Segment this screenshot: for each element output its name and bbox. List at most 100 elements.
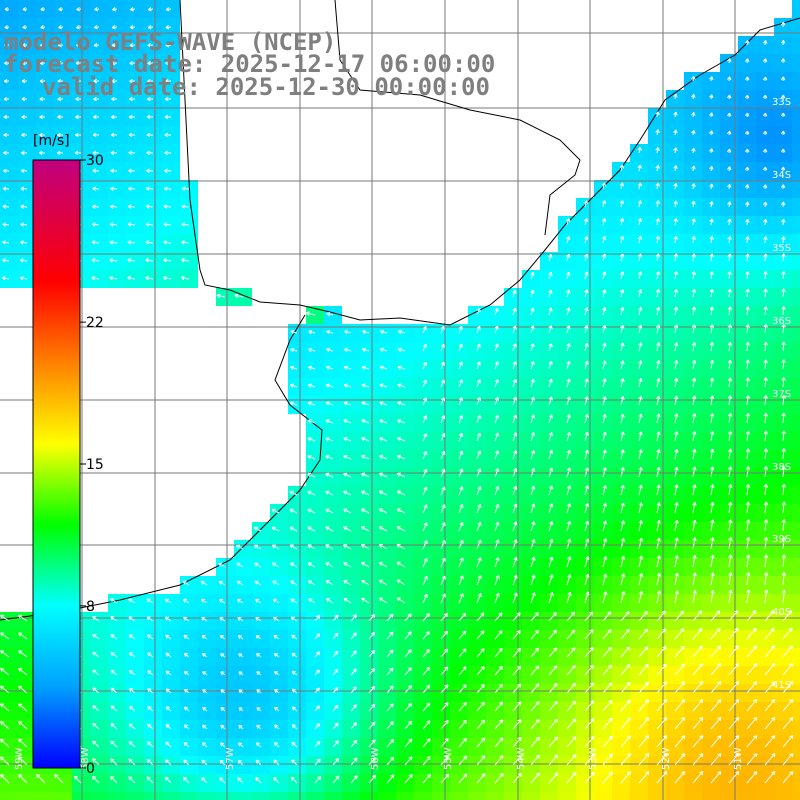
- wind-arrow: [727, 218, 732, 226]
- wind-arrow: [127, 204, 136, 209]
- wind-arrow: [691, 183, 696, 190]
- wind-arrow: [602, 449, 607, 460]
- wind-arrow: [40, 42, 46, 48]
- wind-arrow: [326, 347, 334, 353]
- wind-arrow: [422, 486, 428, 496]
- wind-arrow: [638, 360, 643, 370]
- wind-arrow: [216, 293, 226, 299]
- wind-arrow: [94, 24, 100, 30]
- field-cell: [522, 792, 540, 800]
- wind-arrow: [727, 448, 733, 460]
- wind-arrow: [548, 414, 553, 424]
- wind-arrow: [566, 431, 571, 442]
- wind-arrow: [638, 502, 643, 514]
- wind-arrow: [361, 383, 370, 388]
- wind-arrow: [566, 360, 571, 370]
- wind-arrow: [422, 361, 427, 370]
- wind-arrow: [91, 222, 100, 227]
- wind-arrow: [129, 96, 136, 102]
- wind-arrow: [674, 431, 679, 442]
- wind-arrow: [75, 78, 82, 84]
- wind-arrow: [745, 359, 751, 370]
- field-cell: [792, 270, 800, 288]
- coastline-west: [0, 314, 323, 621]
- wind-arrow: [745, 466, 751, 478]
- wind-arrow: [4, 24, 10, 30]
- wind-arrow: [440, 432, 446, 442]
- colorbar-tick-label: 8: [86, 599, 95, 615]
- wind-arrow: [727, 324, 733, 334]
- wind-arrow: [109, 258, 118, 263]
- wind-arrow: [494, 503, 500, 514]
- wind-arrow: [744, 130, 750, 136]
- wind-arrow: [584, 253, 589, 262]
- wind-arrow: [602, 485, 607, 496]
- wind-arrow: [147, 7, 154, 12]
- wind-arrow: [476, 432, 482, 442]
- wind-arrow: [691, 271, 697, 280]
- wind-arrow: [3, 150, 10, 156]
- wind-arrow: [673, 129, 678, 136]
- wind-arrow: [709, 359, 715, 370]
- wind-arrow: [56, 150, 64, 156]
- wind-arrow: [619, 253, 625, 262]
- wind-arrow: [656, 395, 661, 406]
- wind-arrow: [584, 485, 590, 496]
- wind-arrow: [91, 258, 100, 263]
- field-cell: [432, 792, 450, 800]
- wind-arrow: [290, 347, 298, 353]
- wind-arrow: [583, 235, 589, 244]
- wind-arrow: [91, 240, 100, 245]
- wind-arrow: [308, 329, 316, 335]
- wind-arrow: [57, 60, 64, 66]
- wind-arrow: [494, 343, 499, 352]
- wind-arrow: [145, 275, 154, 281]
- wind-arrow: [3, 132, 10, 138]
- wind-arrow: [655, 235, 661, 244]
- wind-arrow: [325, 454, 334, 460]
- wind-arrow: [548, 449, 554, 460]
- wind-arrow: [111, 25, 118, 30]
- wind-arrow: [458, 450, 464, 460]
- wind-arrow: [709, 324, 715, 334]
- wind-arrow: [727, 466, 733, 478]
- wind-arrow: [440, 504, 446, 514]
- wind-arrow: [234, 293, 244, 298]
- wind-arrow: [584, 271, 589, 280]
- wind-arrow: [709, 413, 715, 424]
- wind-arrow: [637, 271, 643, 280]
- wind-arrow: [397, 365, 406, 370]
- wind-arrow: [74, 150, 82, 156]
- wind-arrow: [656, 360, 661, 370]
- wind-arrow: [655, 288, 661, 298]
- wind-arrow: [781, 483, 787, 496]
- wind-arrow: [780, 130, 786, 136]
- wind-arrow: [710, 484, 715, 496]
- wind-arrow: [656, 342, 661, 352]
- wind-arrow: [163, 275, 172, 281]
- field-cell: [342, 792, 360, 800]
- wind-arrow: [762, 130, 768, 136]
- wind-arrow: [620, 449, 625, 460]
- wind-arrow: [307, 419, 316, 424]
- wind-arrow: [397, 347, 406, 352]
- wind-arrow: [566, 253, 571, 262]
- wind-arrow: [709, 377, 715, 388]
- wind-arrow: [343, 437, 352, 442]
- wind-arrow: [109, 275, 118, 281]
- wind-arrow: [396, 472, 406, 478]
- wind-arrow: [181, 222, 190, 227]
- wind-arrow: [458, 414, 464, 424]
- wind-arrow: [2, 258, 10, 263]
- wind-arrow: [762, 58, 768, 64]
- wind-arrow: [727, 236, 732, 244]
- wind-arrow: [727, 430, 733, 442]
- field-cell: [792, 648, 800, 666]
- wind-arrow: [745, 448, 751, 460]
- wind-arrow: [130, 7, 136, 12]
- wind-arrow: [58, 6, 64, 12]
- wind-arrow: [422, 450, 428, 460]
- wind-arrow: [709, 342, 715, 352]
- wind-arrow: [673, 253, 679, 262]
- wind-arrow: [307, 472, 316, 478]
